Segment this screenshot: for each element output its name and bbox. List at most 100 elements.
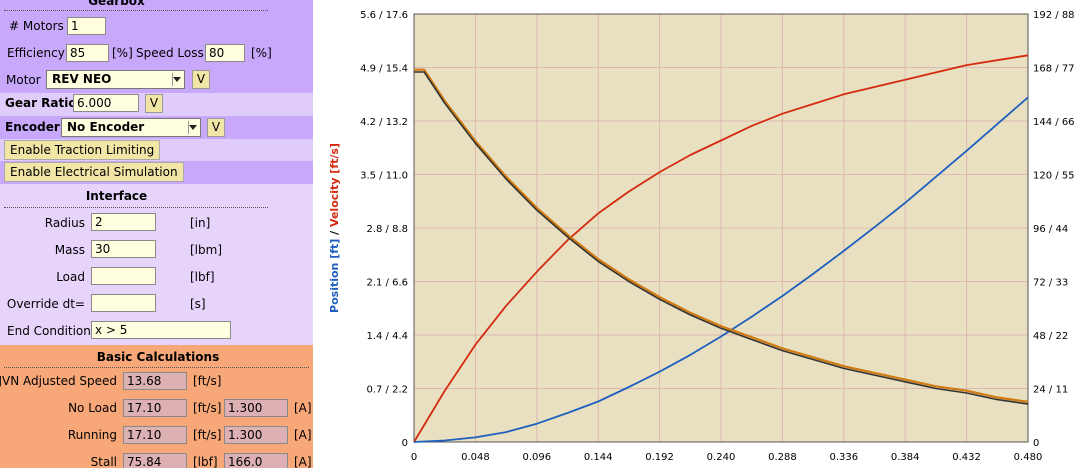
- running-current-value: 1.300: [224, 426, 288, 444]
- basic-divider: [4, 367, 309, 368]
- motors-input[interactable]: 1: [67, 17, 106, 35]
- gear-ratio-v-button[interactable]: V: [145, 94, 163, 113]
- basic-calculations-section: Basic Calculations JVN Adjusted Speed 13…: [0, 345, 313, 468]
- right-tick-label: 120 / 55: [1033, 171, 1075, 182]
- motor-label: Motor: [6, 73, 41, 87]
- traction-limit-button[interactable]: Enable Traction Limiting: [4, 140, 161, 160]
- motor-select[interactable]: REV NEO: [46, 70, 185, 89]
- interface-divider: [4, 207, 268, 208]
- electrical-sim-button[interactable]: Enable Electrical Simulation: [4, 162, 184, 182]
- left-axis-ticks: 0 0.7 / 2.2 1.4 / 4.4 2.1 / 6.6 2.8 / 8.8 3.5…: [360, 10, 408, 449]
- left-tick-label: 2.1 / 6.6: [366, 278, 408, 289]
- x-tick-label: 0.192: [645, 452, 674, 463]
- no-load-current-value: 1.300: [224, 399, 288, 417]
- speed-loss-input[interactable]: 80: [205, 44, 245, 62]
- right-axis-ticks: 0 24 / 11 48 / 22 72 / 33 96 / 44 120 / 55 144…: [1033, 10, 1075, 449]
- encoder-select[interactable]: No Encoder: [61, 118, 201, 137]
- override-dt-unit: [s]: [190, 297, 206, 311]
- y-label-separator: /: [328, 230, 341, 235]
- speed-loss-unit: [%]: [251, 46, 272, 60]
- stall-force-unit: [lbf]: [193, 455, 218, 468]
- left-tick-label: 5.6 / 17.6: [360, 10, 408, 21]
- position-line: [413, 96, 1029, 443]
- x-axis-ticks: 0 0.048 0.096 0.144 0.192 0.240 0.288 0.336 0.38…: [411, 452, 1043, 463]
- encoder-v-button[interactable]: V: [207, 118, 225, 137]
- right-tick-label: 96 / 44: [1033, 224, 1068, 235]
- gearbox-title: Gearbox: [88, 0, 145, 8]
- motor-select-value: REV NEO: [52, 72, 112, 86]
- override-dt-input[interactable]: [91, 294, 156, 312]
- load-input[interactable]: [91, 267, 156, 285]
- stall-label: Stall: [90, 455, 117, 468]
- efficiency-unit: [%]: [112, 46, 133, 60]
- no-load-current-unit: [A]: [294, 401, 312, 415]
- x-tick-label: 0.336: [829, 452, 858, 463]
- jvn-speed-value: 13.68: [123, 372, 187, 390]
- encoder-label: Encoder: [5, 120, 60, 134]
- x-tick-label: 0.144: [584, 452, 613, 463]
- stall-force-value: 75.84: [123, 453, 187, 468]
- efficiency-label: Efficiency: [7, 46, 65, 60]
- efficiency-input[interactable]: 85: [66, 44, 109, 62]
- right-tick-label: 0: [1033, 438, 1039, 449]
- x-tick-label: 0.096: [522, 452, 551, 463]
- gearbox-divider: [4, 10, 268, 11]
- no-load-label: No Load: [68, 401, 117, 415]
- right-tick-label: 24 / 11: [1033, 385, 1068, 396]
- interface-section: Interface Radius 2 [in] Mass 30 [lbm] Lo…: [0, 184, 313, 345]
- right-tick-label: 192 / 88: [1033, 10, 1075, 21]
- stall-current-unit: [A]: [294, 455, 312, 468]
- mass-input[interactable]: 30: [91, 240, 156, 258]
- running-speed-value: 17.10: [123, 426, 187, 444]
- velocity-line: [413, 54, 1029, 443]
- radius-input[interactable]: 2: [91, 213, 156, 231]
- end-condition-input[interactable]: x > 5: [91, 321, 231, 339]
- left-tick-label: 1.4 / 4.4: [366, 331, 408, 342]
- x-tick-label: 0.048: [461, 452, 490, 463]
- current-line-orange: [414, 68, 1029, 403]
- plot-grid: [414, 14, 1028, 442]
- running-label: Running: [67, 428, 117, 442]
- basic-calculations-title: Basic Calculations: [96, 350, 220, 364]
- gearbox-section: Gearbox # Motors 1 Efficiency 85 [%] Spe…: [0, 0, 313, 139]
- jvn-speed-label: JVN Adjusted Speed: [0, 374, 117, 388]
- left-tick-label: 4.9 / 15.4: [360, 64, 408, 75]
- chevron-down-icon: [189, 125, 197, 130]
- plot-series: [413, 54, 1029, 443]
- speed-loss-label: Speed Loss: [136, 46, 204, 60]
- motors-label: # Motors: [9, 19, 64, 33]
- jvn-speed-unit: [ft/s]: [193, 374, 222, 388]
- right-tick-label: 168 / 77: [1033, 64, 1075, 75]
- gear-ratio-row: Gear Ratio 6.000 V: [0, 93, 313, 116]
- right-tick-label: 48 / 22: [1033, 331, 1068, 342]
- left-tick-label: 3.5 / 11.0: [360, 171, 408, 182]
- x-tick-label: 0.384: [891, 452, 920, 463]
- svg-text:Position [ft] / Velocity [: Position [ft] / Velocity [ft/s]: [328, 143, 341, 313]
- interface-title: Interface: [85, 189, 148, 203]
- mass-unit: [lbm]: [190, 243, 223, 257]
- x-tick-label: 0.240: [707, 452, 736, 463]
- current-line-dark: [414, 71, 1029, 405]
- left-tick-label: 4.2 / 13.2: [360, 117, 408, 128]
- load-unit: [lbf]: [190, 270, 215, 284]
- stall-current-value: 166.0: [224, 453, 288, 468]
- gear-ratio-label: Gear Ratio: [5, 96, 77, 110]
- x-tick-label: 0.480: [1014, 452, 1043, 463]
- traction-row: Enable Traction Limiting: [0, 139, 313, 161]
- y-axis-label: Position [ft] / Velocity [ft/s]: [328, 143, 341, 313]
- no-load-speed-unit: [ft/s]: [193, 401, 222, 415]
- running-current-unit: [A]: [294, 428, 312, 442]
- y-label-position: Position [ft]: [328, 239, 341, 313]
- settings-panel: Gearbox # Motors 1 Efficiency 85 [%] Spe…: [0, 0, 313, 468]
- motor-select-divider: [172, 73, 173, 86]
- plot-border: [413, 13, 1029, 443]
- encoder-row: Encoder No Encoder V: [0, 116, 313, 139]
- motor-v-button[interactable]: V: [192, 70, 210, 89]
- no-load-speed-value: 17.10: [123, 399, 187, 417]
- right-tick-label: 144 / 66: [1033, 117, 1075, 128]
- left-tick-label: 0: [402, 438, 408, 449]
- electrical-row: Enable Electrical Simulation: [0, 161, 313, 184]
- gear-ratio-input[interactable]: 6.000: [73, 94, 139, 112]
- load-label: Load: [56, 270, 85, 284]
